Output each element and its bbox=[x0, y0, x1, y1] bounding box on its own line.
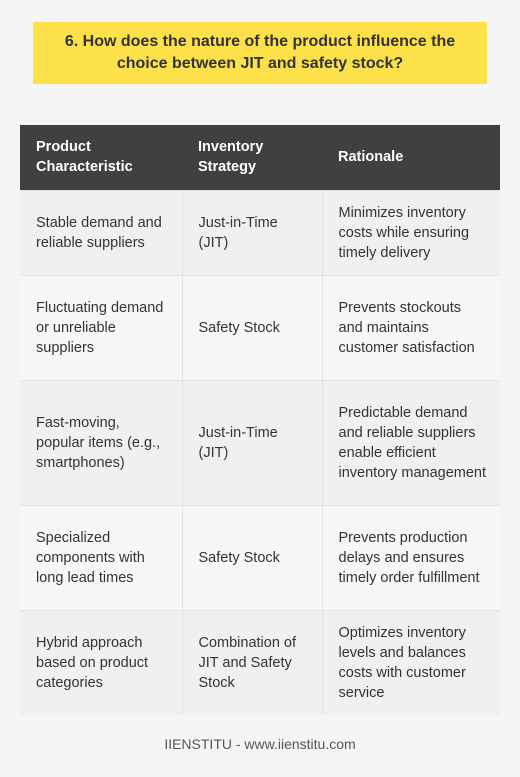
inventory-strategy-cell: Combination of JIT and Safety Stock bbox=[181, 609, 323, 715]
product-characteristic-cell: Stable demand and reliable suppliers bbox=[20, 189, 182, 275]
title-banner: 6. How does the nature of the product in… bbox=[33, 22, 487, 84]
rationale-cell: Predictable demand and reliable supplier… bbox=[322, 379, 500, 505]
header-rationale: Rationale bbox=[322, 125, 500, 190]
rationale-cell: Minimizes inventory costs while ensuring… bbox=[322, 189, 500, 275]
table-row: Hybrid approach based on product categor… bbox=[20, 609, 500, 715]
table-row: Specialized components with long lead ti… bbox=[20, 504, 500, 610]
inventory-strategy-cell: Safety Stock bbox=[181, 274, 323, 380]
product-characteristic-cell: Hybrid approach based on product categor… bbox=[20, 609, 182, 715]
inventory-strategy-cell: Safety Stock bbox=[181, 504, 323, 610]
rationale-cell: Optimizes inventory levels and balances … bbox=[322, 609, 500, 715]
header-product-characteristic: Product Characteristic bbox=[20, 125, 182, 190]
footer-credit: IIENSTITU - www.iienstitu.com bbox=[164, 736, 356, 752]
table-row: Fluctuating demand or unreliable supplie… bbox=[20, 274, 500, 380]
product-characteristic-cell: Specialized components with long lead ti… bbox=[20, 504, 182, 610]
header-inventory-strategy: Inventory Strategy bbox=[182, 125, 322, 190]
product-characteristic-cell: Fluctuating demand or unreliable supplie… bbox=[20, 274, 182, 380]
product-characteristic-cell: Fast-moving, popular items (e.g., smartp… bbox=[20, 379, 182, 505]
table-header-row: Product Characteristic Inventory Strateg… bbox=[20, 125, 500, 190]
rationale-cell: Prevents stockouts and maintains custome… bbox=[322, 274, 500, 380]
inventory-strategy-cell: Just-in-Time (JIT) bbox=[181, 189, 323, 275]
table-row: Fast-moving, popular items (e.g., smartp… bbox=[20, 379, 500, 505]
inventory-strategy-cell: Just-in-Time (JIT) bbox=[181, 379, 323, 505]
comparison-table: Product Characteristic Inventory Strateg… bbox=[20, 125, 500, 715]
page-title: 6. How does the nature of the product in… bbox=[64, 33, 456, 72]
rationale-cell: Prevents production delays and ensures t… bbox=[322, 504, 500, 610]
table-row: Stable demand and reliable suppliers Jus… bbox=[20, 189, 500, 275]
